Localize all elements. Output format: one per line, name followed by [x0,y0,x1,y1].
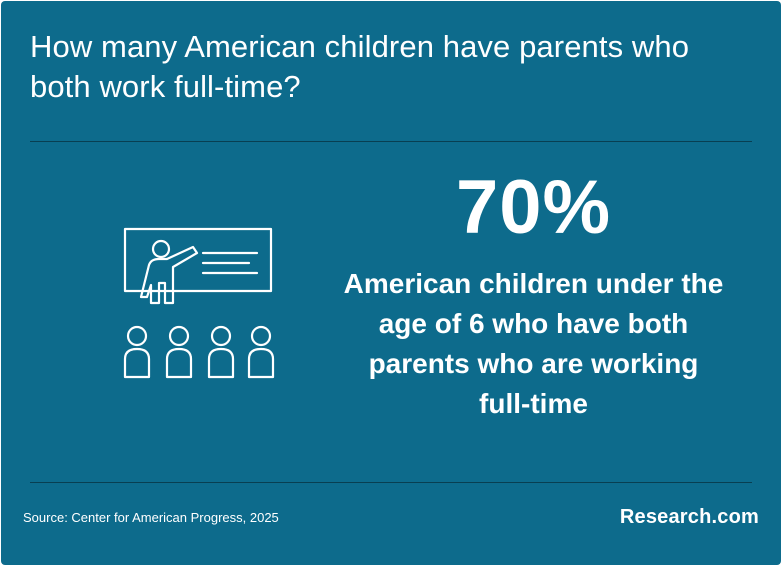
brand-logo: Research.com [619,506,759,528]
classroom-presentation-icon [119,223,279,383]
stat-value: 70% [455,165,612,250]
top-divider [30,141,752,142]
stat-block: 70% American children under the age of 6… [341,166,726,424]
stat-description: American children under the age of 6 who… [343,268,724,419]
bottom-divider [30,482,752,483]
page-title: How many American children have parents … [30,29,690,104]
source-note: Source: Center for American Progress, 20… [23,510,279,525]
